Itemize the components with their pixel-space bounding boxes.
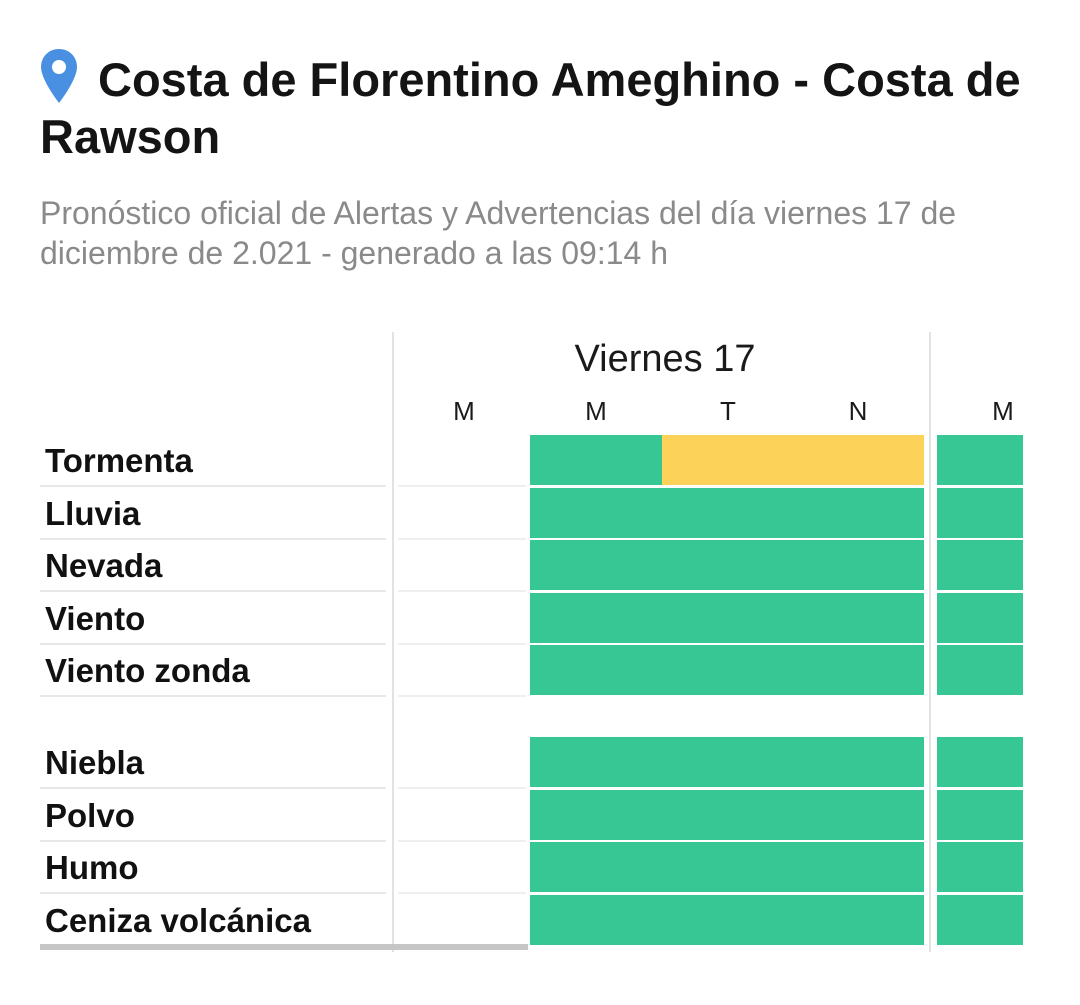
alert-cell-green	[937, 540, 1023, 590]
row-label: Humo	[45, 849, 139, 886]
row-separator	[398, 892, 526, 894]
row-separator	[398, 840, 526, 842]
alert-cell-green	[937, 488, 1023, 538]
alert-cell-green	[530, 737, 662, 787]
alert-cell-green	[794, 593, 924, 643]
row-separator	[398, 538, 526, 540]
row-separator	[398, 787, 526, 789]
column-divider	[929, 332, 931, 952]
alert-cell-green	[662, 842, 794, 892]
alert-cell-green	[794, 895, 924, 945]
alert-cell-green	[662, 895, 794, 945]
row-label: Viento zonda	[45, 652, 250, 689]
alert-cell-green	[937, 435, 1023, 485]
row-separator	[398, 590, 526, 592]
alert-cell-green	[530, 842, 662, 892]
row-label: Niebla	[45, 744, 145, 781]
alert-cell-green	[530, 540, 662, 590]
page-title: Costa de Florentino Ameghino - Costa de …	[40, 53, 1021, 163]
alert-cell-green	[530, 435, 662, 485]
alert-cell-green	[530, 488, 662, 538]
alert-cell-green	[794, 540, 924, 590]
alert-cell-green	[662, 488, 794, 538]
period-label: T	[720, 396, 736, 426]
row-label: Tormenta	[45, 442, 193, 479]
alert-cell-green	[530, 645, 662, 695]
row-separator	[398, 695, 526, 697]
row-separator	[40, 590, 386, 592]
alert-cell-green	[530, 790, 662, 840]
period-label: M	[453, 396, 475, 426]
alert-cell-green	[937, 593, 1023, 643]
alert-cell-green	[662, 645, 794, 695]
row-separator	[398, 485, 526, 487]
alert-cell-green	[794, 790, 924, 840]
alert-cell-yellow	[662, 435, 794, 485]
alert-cell-green	[937, 790, 1023, 840]
column-divider	[392, 332, 394, 952]
row-separator	[40, 892, 386, 894]
alert-cell-green	[937, 895, 1023, 945]
row-label: Ceniza volcánica	[45, 902, 311, 939]
period-label: M	[585, 396, 607, 426]
row-separator	[40, 485, 386, 487]
alert-cell-green	[662, 737, 794, 787]
page-subtitle: Pronóstico oficial de Alertas y Adverten…	[40, 195, 957, 271]
alert-cell-green	[794, 488, 924, 538]
row-label: Lluvia	[45, 495, 141, 532]
alert-cell-green	[662, 790, 794, 840]
row-separator	[40, 643, 386, 645]
row-separator	[398, 643, 526, 645]
row-separator	[40, 695, 386, 697]
alert-cell-green	[794, 842, 924, 892]
alert-cell-green	[530, 895, 662, 945]
alert-cell-green	[937, 737, 1023, 787]
alert-cell-green	[662, 540, 794, 590]
row-separator	[40, 787, 386, 789]
alert-cell-green	[937, 842, 1023, 892]
alert-cell-yellow	[794, 435, 924, 485]
header: Costa de Florentino Ameghino - Costa de …	[40, 48, 1040, 165]
period-label: N	[848, 396, 868, 426]
alert-cell-green	[530, 593, 662, 643]
scroll-indicator	[40, 944, 528, 950]
day-label: Viernes 17	[574, 338, 756, 380]
alert-cell-green	[794, 645, 924, 695]
alert-cell-green	[662, 593, 794, 643]
period-label: M	[992, 396, 1014, 426]
row-label: Nevada	[45, 547, 163, 584]
alert-cell-green	[794, 737, 924, 787]
row-separator	[40, 840, 386, 842]
row-separator	[40, 538, 386, 540]
map-pin-icon	[40, 48, 78, 104]
row-label: Viento	[45, 600, 146, 637]
alert-cell-green	[937, 645, 1023, 695]
row-label: Polvo	[45, 797, 135, 834]
